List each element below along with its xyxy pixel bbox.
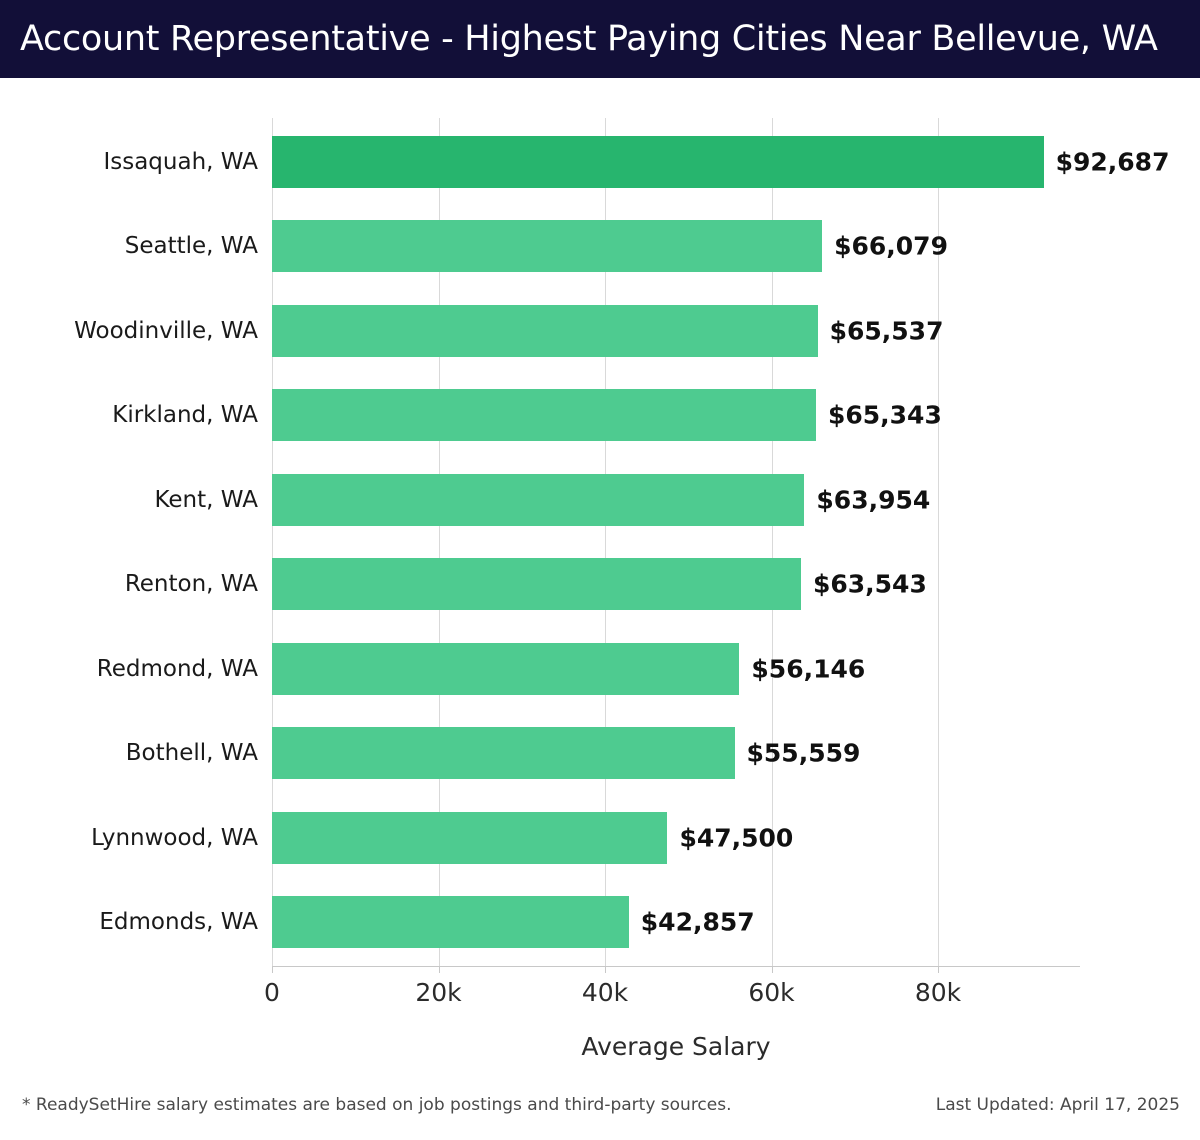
bar-value-label: $92,687 [1055, 147, 1170, 177]
gridline [771, 118, 773, 966]
bar-value-label: $56,146 [751, 654, 866, 684]
chart-row: Renton, WA $63,543 [0, 558, 1200, 611]
category-label: Seattle, WA [124, 233, 258, 260]
chart-row: Kent, WA $63,954 [0, 473, 1200, 526]
chart-header-band: Account Representative - Highest Paying … [0, 0, 1200, 78]
x-axis-line [272, 966, 1080, 967]
x-axis-tick [938, 966, 939, 973]
bar[interactable] [272, 304, 818, 357]
bar[interactable] [272, 811, 668, 864]
x-axis-title: Average Salary [581, 1032, 771, 1061]
x-axis-tick [605, 966, 606, 973]
gridline [938, 118, 939, 966]
bar-value-label: $65,537 [829, 316, 944, 346]
bar-value-label: $65,343 [827, 400, 942, 430]
category-label: Bothell, WA [125, 740, 258, 767]
category-label: Lynnwood, WA [91, 824, 258, 851]
category-label: Kirkland, WA [112, 402, 258, 429]
page-title: Account Representative - Highest Paying … [20, 19, 1158, 59]
bar-value-label: $47,500 [679, 823, 794, 853]
bar[interactable] [272, 473, 805, 526]
bar[interactable] [272, 896, 629, 948]
bar-value-label: $63,954 [816, 485, 931, 515]
x-axis-tick [771, 966, 773, 973]
x-axis-tick-label: 0 [264, 978, 280, 1007]
gridline [605, 118, 606, 966]
bar-value-label: $66,079 [834, 231, 948, 261]
category-label: Redmond, WA [96, 655, 258, 682]
gridline [438, 118, 440, 966]
x-axis-tick-label: 40k [581, 978, 629, 1007]
footer-last-updated: Last Updated: April 17, 2025 [935, 1095, 1180, 1115]
x-axis-tick [272, 966, 273, 973]
bar[interactable] [272, 642, 740, 695]
gridline [272, 118, 273, 966]
category-label: Woodinville, WA [74, 317, 258, 344]
chart-row: Edmonds, WA $42,857 [0, 896, 1200, 948]
category-label: Issaquah, WA [103, 149, 258, 175]
bar[interactable] [272, 727, 735, 780]
chart-row: Lynnwood, WA $47,500 [0, 811, 1200, 864]
x-axis-tick [438, 966, 440, 973]
chart-row: Woodinville, WA $65,537 [0, 304, 1200, 357]
category-label: Kent, WA [154, 486, 258, 513]
chart-footer: * ReadySetHire salary estimates are base… [0, 1095, 1200, 1140]
bar[interactable] [272, 220, 823, 273]
x-axis-tick-label: 80k [914, 978, 962, 1007]
chart-row: Seattle, WA $66,079 [0, 220, 1200, 273]
bar[interactable] [272, 558, 801, 611]
category-label: Renton, WA [124, 571, 258, 598]
category-label: Edmonds, WA [99, 909, 258, 935]
chart-row: Issaquah, WA $92,687 [0, 136, 1200, 188]
chart-row: Kirkland, WA $65,343 [0, 389, 1200, 442]
bar[interactable] [272, 136, 1044, 188]
x-axis-tick-label: 20k [415, 978, 462, 1007]
bar-value-label: $55,559 [746, 738, 861, 768]
bar-value-label: $42,857 [640, 907, 755, 937]
footer-disclaimer: * ReadySetHire salary estimates are base… [22, 1095, 732, 1115]
plot-area [272, 118, 1080, 966]
chart-row: Redmond, WA $56,146 [0, 642, 1200, 695]
bar-value-label: $63,543 [812, 569, 927, 599]
chart-row: Bothell, WA $55,559 [0, 727, 1200, 780]
bar[interactable] [272, 389, 816, 442]
x-axis-tick-label: 60k [748, 978, 795, 1007]
